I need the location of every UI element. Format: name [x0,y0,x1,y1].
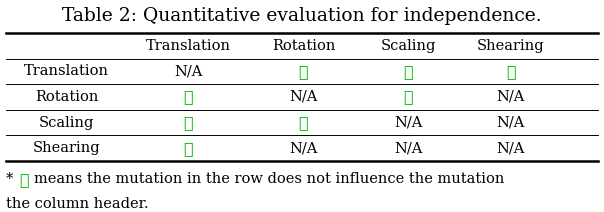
Text: Shearing: Shearing [33,141,100,155]
Text: Scaling: Scaling [39,116,94,130]
Text: ✓: ✓ [298,114,308,131]
Text: ✓: ✓ [506,63,515,80]
Text: ✓: ✓ [403,88,413,106]
Text: Rotation: Rotation [272,39,335,53]
Text: ✓: ✓ [183,114,193,131]
Text: N/A: N/A [174,64,202,78]
Text: the column header.: the column header. [6,197,149,211]
Text: means the mutation in the row does not influence the mutation: means the mutation in the row does not i… [34,172,505,186]
Text: N/A: N/A [496,116,525,130]
Text: N/A: N/A [394,116,423,130]
Text: Table 2: Quantitative evaluation for independence.: Table 2: Quantitative evaluation for ind… [62,7,542,25]
Text: N/A: N/A [289,141,318,155]
Text: N/A: N/A [496,141,525,155]
Text: N/A: N/A [496,90,525,104]
Text: ✓: ✓ [403,63,413,80]
Text: ✓: ✓ [183,140,193,157]
Text: N/A: N/A [394,141,423,155]
Text: Shearing: Shearing [477,39,544,53]
Text: ✓: ✓ [183,88,193,106]
Text: Scaling: Scaling [381,39,436,53]
Text: Translation: Translation [24,64,109,78]
Text: Rotation: Rotation [35,90,98,104]
Text: Translation: Translation [146,39,231,53]
Text: ✓: ✓ [298,63,308,80]
Text: N/A: N/A [289,90,318,104]
Text: ✓: ✓ [19,171,29,188]
Text: *: * [6,172,18,186]
